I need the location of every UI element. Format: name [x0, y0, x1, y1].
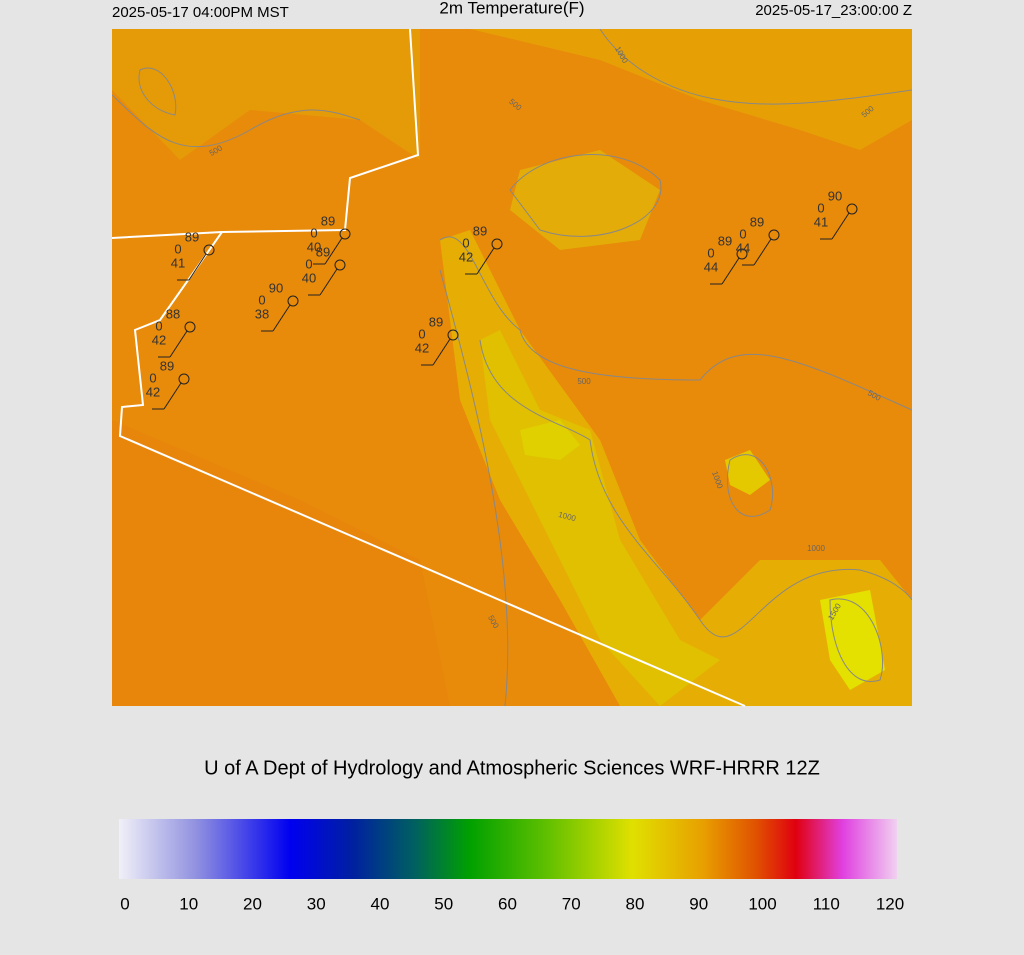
station — [846, 203, 858, 215]
station-value: 0 — [155, 318, 162, 333]
temperature: 89 — [750, 214, 764, 229]
temperature: 89 — [473, 223, 487, 238]
temperature: 89 — [321, 213, 335, 228]
dewpoint: 42 — [415, 340, 429, 355]
colorbar-tick-label: 70 — [562, 894, 581, 913]
dewpoint: 42 — [459, 249, 473, 264]
title: 2m Temperature(F) — [439, 0, 584, 17]
wind-barb — [319, 268, 338, 296]
credit: U of A Dept of Hydrology and Atmospheric… — [204, 757, 820, 779]
station-value: 0 — [258, 292, 265, 307]
dewpoint: 41 — [171, 255, 185, 270]
wind-barb — [324, 237, 343, 265]
station-value: 0 — [707, 245, 714, 260]
colorbar-tick-label: 100 — [748, 894, 776, 913]
station-value: 0 — [462, 235, 469, 250]
station — [287, 295, 299, 307]
colorbar-tick-label: 90 — [689, 894, 708, 913]
temperature: 89 — [160, 358, 174, 373]
station-value: 0 — [149, 370, 156, 385]
temperature: 88 — [166, 306, 180, 321]
station-value: 0 — [305, 256, 312, 271]
map-field — [112, 29, 912, 706]
local-time: 2025-05-17 04:00PM MST — [112, 4, 289, 21]
temperature: 89 — [429, 314, 443, 329]
valid-time: 2025-05-17_23:00:00 Z — [755, 2, 912, 19]
temperature: 90 — [828, 188, 842, 203]
wind-barb — [188, 253, 207, 281]
contour-label: 1000 — [807, 544, 825, 553]
wind-barb — [432, 338, 451, 366]
colorbar-tick-label: 80 — [626, 894, 645, 913]
temperature: 89 — [316, 244, 330, 259]
colorbar-tick-label: 60 — [498, 894, 517, 913]
station-value: 0 — [739, 226, 746, 241]
temperature: 89 — [718, 233, 732, 248]
station-value: 0 — [817, 200, 824, 215]
station — [184, 321, 196, 333]
temperature: 90 — [269, 280, 283, 295]
colorbar — [119, 819, 897, 879]
colorbar-tick-label: 20 — [243, 894, 262, 913]
wind-barb — [169, 330, 188, 358]
dewpoint: 44 — [704, 259, 718, 274]
colorbar-tick-label: 10 — [179, 894, 198, 913]
station — [339, 228, 351, 240]
wind-barb — [721, 257, 740, 285]
wind-barb — [163, 382, 182, 410]
colorbar-tick-label: 50 — [434, 894, 453, 913]
station — [768, 229, 780, 241]
borders — [111, 28, 746, 707]
dewpoint: 44 — [736, 240, 750, 255]
colorbar-tick-label: 0 — [120, 894, 129, 913]
dewpoint: 40 — [307, 239, 321, 254]
contour-label: 500 — [577, 377, 591, 386]
dewpoint: 42 — [152, 332, 166, 347]
colorbar-tick-label: 120 — [876, 894, 904, 913]
station — [178, 373, 190, 385]
station — [736, 248, 748, 260]
colorbar-tick-label: 40 — [371, 894, 390, 913]
station — [203, 244, 215, 256]
dewpoint: 40 — [302, 270, 316, 285]
wind-barb — [476, 247, 495, 275]
temperature: 89 — [185, 229, 199, 244]
colorbar-tick-label: 30 — [307, 894, 326, 913]
wind-barb — [272, 304, 291, 332]
station — [447, 329, 459, 341]
station-value: 0 — [174, 241, 181, 256]
colorbar-tick-label: 110 — [813, 894, 840, 913]
dewpoint: 42 — [146, 384, 160, 399]
dewpoint: 41 — [814, 214, 828, 229]
station-value: 0 — [310, 225, 317, 240]
station — [491, 238, 503, 250]
dewpoint: 38 — [255, 306, 269, 321]
station-value: 0 — [418, 326, 425, 341]
wind-barb — [831, 212, 850, 240]
wind-barb — [753, 238, 772, 266]
station — [334, 259, 346, 271]
